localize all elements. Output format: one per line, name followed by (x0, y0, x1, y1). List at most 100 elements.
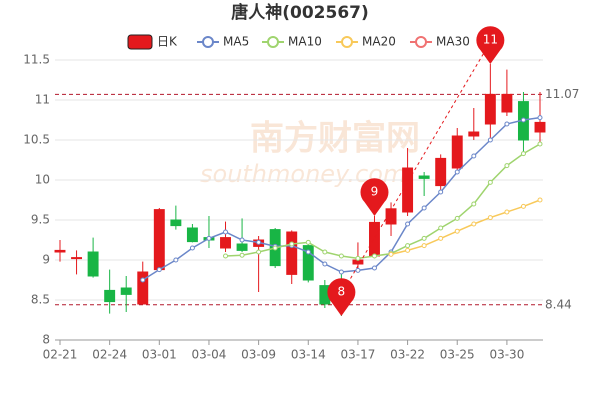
ma-point (305, 239, 311, 245)
candle-body (54, 249, 66, 253)
candle-body (534, 121, 546, 133)
y-tick-label: 11.5 (23, 53, 50, 67)
candle-body (302, 245, 314, 281)
candle-body (71, 257, 83, 260)
ma-point (454, 228, 460, 234)
ma-point (520, 151, 526, 157)
ma-point (537, 197, 543, 203)
legend-label: MA20 (362, 35, 396, 49)
x-tick-label: 03-09 (241, 348, 276, 362)
x-tick-label: 03-01 (142, 348, 177, 362)
ma-point (189, 245, 195, 251)
trend-line (340, 41, 491, 295)
ma-point (537, 115, 543, 121)
candle-body (236, 243, 248, 251)
y-tick-label: 11 (35, 93, 50, 107)
candle-body (220, 237, 231, 249)
legend-label: MA30 (436, 35, 470, 49)
ma-point (520, 117, 526, 123)
ma-point (487, 137, 493, 143)
ma-point (504, 121, 510, 127)
ma-point (421, 205, 427, 211)
candle-body (418, 175, 430, 179)
ma-point (289, 241, 295, 247)
ma-point (405, 221, 411, 227)
ma-point (371, 265, 377, 271)
pin-label: 11 (483, 33, 498, 47)
pin-label: 8 (338, 285, 346, 299)
ma-point (371, 253, 377, 259)
candle-body (153, 209, 165, 271)
candle-body (286, 231, 298, 275)
candle-body (87, 251, 99, 277)
ma-point (405, 243, 411, 249)
x-tick-label: 03-14 (291, 348, 326, 362)
ma-point (338, 253, 344, 259)
ma-point (520, 203, 526, 209)
x-tick-label: 03-25 (440, 348, 475, 362)
candle-body (385, 208, 397, 225)
ma-point (487, 179, 493, 185)
ma-point (537, 141, 543, 147)
candle-body (402, 167, 414, 213)
ma-point (140, 277, 146, 283)
ma-point (421, 235, 427, 241)
ma-point (504, 163, 510, 169)
candle-body (369, 221, 380, 257)
ma-point (438, 235, 444, 241)
y-tick-label: 10.5 (23, 133, 50, 147)
ma-point (156, 267, 162, 273)
x-tick-label: 03-30 (489, 348, 524, 362)
ma-point (388, 251, 394, 257)
ma-point (438, 189, 444, 195)
reference-label: 8.44 (545, 297, 572, 311)
candle-body (501, 93, 513, 113)
y-tick-label: 9 (42, 253, 50, 267)
ma-line (390, 199, 541, 256)
ma-point (454, 169, 460, 175)
candle-body (451, 135, 463, 169)
x-tick-label: 03-04 (192, 348, 227, 362)
candle-body (468, 131, 480, 137)
ma-point (454, 215, 460, 221)
y-tick-label: 10 (35, 173, 50, 187)
legend-icon (127, 34, 153, 50)
pin-marker (360, 178, 389, 216)
ma-point (206, 235, 212, 241)
ma-point (487, 215, 493, 221)
watermark: 南方财富网 (250, 119, 420, 159)
ma-point (471, 153, 477, 159)
legend-icon (267, 36, 279, 48)
pin-label: 9 (371, 185, 379, 199)
ma-point (305, 249, 311, 255)
y-tick-label: 8 (42, 333, 50, 347)
legend-label: MA5 (223, 35, 249, 49)
candle-body (484, 93, 496, 125)
ma-point (405, 247, 411, 253)
ma-point (355, 255, 361, 261)
legend-label: MA10 (288, 35, 322, 49)
ma-point (322, 261, 328, 267)
candle-body (186, 227, 198, 243)
ma-point (471, 221, 477, 227)
ma-point (239, 237, 245, 243)
candle-body (137, 271, 149, 305)
y-tick-label: 8.5 (31, 293, 50, 307)
chart-title: 唐人神(002567) (231, 2, 369, 23)
ma-point (256, 249, 262, 255)
ma-point (338, 269, 344, 275)
ma-point (322, 249, 328, 255)
ma-point (504, 209, 510, 215)
candle-body (435, 157, 447, 187)
ma-point (438, 225, 444, 231)
ma-point (239, 252, 245, 258)
ma-point (256, 239, 262, 245)
candle-body (170, 219, 182, 227)
legend-icon (341, 36, 353, 48)
ma-point (272, 245, 278, 251)
ma-point (421, 243, 427, 249)
legend-icon (202, 36, 214, 48)
ma-point (223, 253, 229, 259)
y-tick-label: 9.5 (31, 213, 50, 227)
